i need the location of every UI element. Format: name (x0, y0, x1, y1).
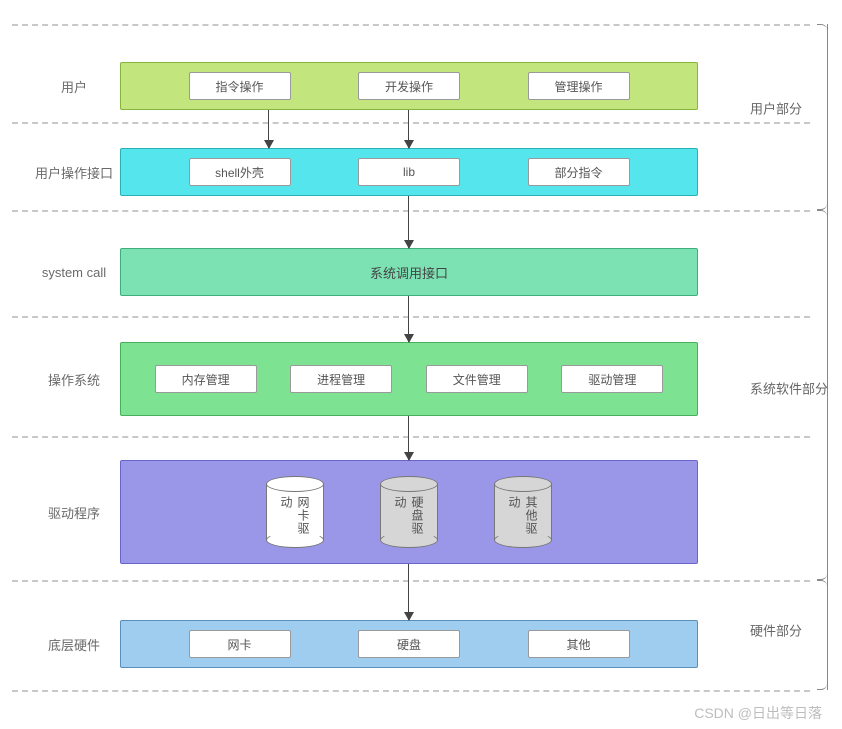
arrow-down-icon (408, 564, 409, 620)
layer-label: 用户操作接口 (28, 148, 120, 196)
layer-box-user: 指令操作 开发操作 管理操作 (120, 62, 698, 110)
layer-box-driver: 网卡驱动 硬盘驱动 其他驱动 (120, 460, 698, 564)
bracket-label: 硬件部分 (750, 621, 802, 640)
cylinder-label: 其他驱动 (494, 496, 552, 536)
layer-system-call: system call 系统调用接口 (28, 248, 698, 296)
dash-line (12, 316, 810, 318)
item-driver-mgmt: 驱动管理 (561, 365, 663, 393)
arrow-down-icon (268, 110, 269, 148)
item-shell: shell外壳 (189, 158, 291, 186)
layer-driver: 驱动程序 网卡驱动 硬盘驱动 其他驱动 (28, 460, 698, 564)
layer-os: 操作系统 内存管理 进程管理 文件管理 驱动管理 (28, 342, 698, 416)
item-dev-op: 开发操作 (358, 72, 460, 100)
item-file-mgmt: 文件管理 (426, 365, 528, 393)
cylinder-nic-driver: 网卡驱动 (266, 476, 324, 548)
cylinder-other-driver: 其他驱动 (494, 476, 552, 548)
cylinder-label: 硬盘驱动 (380, 496, 438, 536)
arrow-down-icon (408, 110, 409, 148)
item-disk: 硬盘 (358, 630, 460, 658)
item-partial-instr: 部分指令 (528, 158, 630, 186)
dash-line (12, 690, 810, 692)
item-lib: lib (358, 158, 460, 186)
layer-box-system-call: 系统调用接口 (120, 248, 698, 296)
dash-line (12, 436, 810, 438)
item-nic: 网卡 (189, 630, 291, 658)
watermark-text: CSDN @日出等日落 (694, 703, 822, 723)
bracket-label: 用户部分 (750, 99, 802, 118)
layer-box-hardware: 网卡 硬盘 其他 (120, 620, 698, 668)
item-process-mgmt: 进程管理 (290, 365, 392, 393)
system-call-text: 系统调用接口 (370, 263, 448, 282)
item-memory-mgmt: 内存管理 (155, 365, 257, 393)
layer-user: 用户 指令操作 开发操作 管理操作 (28, 62, 698, 110)
layer-box-os: 内存管理 进程管理 文件管理 驱动管理 (120, 342, 698, 416)
layer-hardware: 底层硬件 网卡 硬盘 其他 (28, 620, 698, 668)
layer-box-user-interface: shell外壳 lib 部分指令 (120, 148, 698, 196)
item-manage-op: 管理操作 (528, 72, 630, 100)
item-other: 其他 (528, 630, 630, 658)
dash-line (12, 24, 810, 26)
item-instruction-op: 指令操作 (189, 72, 291, 100)
dash-line (12, 122, 810, 124)
bracket-hardware-section (810, 580, 828, 690)
layer-label: 底层硬件 (28, 620, 120, 668)
diagram-canvas: 用户 指令操作 开发操作 管理操作 用户操作接口 shell外壳 lib 部分指… (0, 0, 842, 729)
bracket-user-section (810, 24, 828, 210)
bracket-label: 系统软件部分 (750, 379, 828, 398)
arrow-down-icon (408, 296, 409, 342)
cylinder-disk-driver: 硬盘驱动 (380, 476, 438, 548)
layer-label: system call (28, 248, 120, 296)
layer-label: 操作系统 (28, 342, 120, 416)
layer-user-interface: 用户操作接口 shell外壳 lib 部分指令 (28, 148, 698, 196)
layer-label: 用户 (28, 62, 120, 110)
arrow-down-icon (408, 416, 409, 460)
cylinder-label: 网卡驱动 (266, 496, 324, 536)
layer-label: 驱动程序 (28, 460, 120, 564)
dash-line (12, 580, 810, 582)
dash-line (12, 210, 810, 212)
arrow-down-icon (408, 196, 409, 248)
